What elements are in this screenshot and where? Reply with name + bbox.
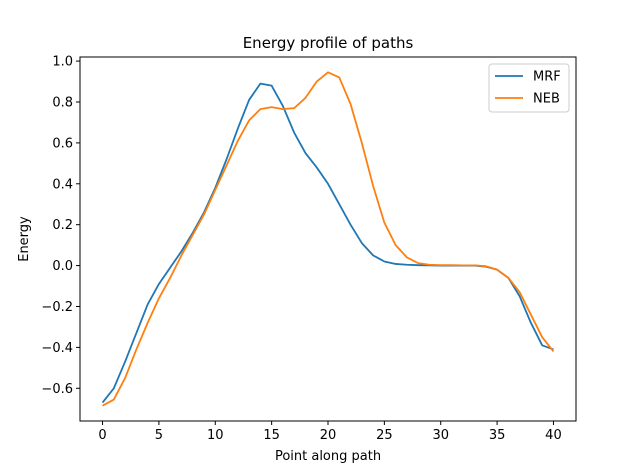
x-tick-label: 30 bbox=[432, 428, 449, 443]
y-tick-label: −0.4 bbox=[41, 341, 73, 356]
chart-title: Energy profile of paths bbox=[243, 34, 414, 52]
y-tick-label: 0.6 bbox=[52, 136, 73, 151]
x-tick-label: 20 bbox=[320, 428, 337, 443]
x-axis-label: Point along path bbox=[275, 449, 381, 464]
y-axis: −0.6 −0.4 −0.2 0.0 0.2 0.4 0.6 0.8 1.0 bbox=[41, 55, 80, 397]
legend: MRF NEB bbox=[488, 63, 570, 113]
x-tick-label: 35 bbox=[489, 428, 506, 443]
mrf-series-line bbox=[101, 82, 554, 404]
y-tick-label: 0.4 bbox=[52, 177, 73, 192]
x-tick-label: 40 bbox=[545, 428, 562, 443]
y-tick-label: 1.0 bbox=[52, 55, 73, 70]
y-tick-label: 0.2 bbox=[52, 218, 73, 233]
x-tick-label: 0 bbox=[98, 428, 106, 443]
y-tick-label: −0.6 bbox=[41, 382, 73, 397]
y-tick-label: 0.8 bbox=[52, 95, 73, 110]
x-tick-label: 25 bbox=[376, 428, 393, 443]
legend-label-mrf: MRF bbox=[533, 70, 561, 85]
neb-series-line bbox=[102, 71, 555, 407]
x-axis: 0 5 10 15 20 25 30 35 40 bbox=[98, 421, 562, 443]
plot-area bbox=[101, 71, 555, 407]
x-tick-label: 5 bbox=[155, 428, 163, 443]
x-tick-label: 10 bbox=[207, 428, 224, 443]
y-axis-label: Energy bbox=[17, 216, 32, 262]
legend-label-neb: NEB bbox=[533, 92, 560, 107]
y-tick-label: 0.0 bbox=[52, 259, 73, 274]
y-tick-label: −0.2 bbox=[41, 300, 73, 315]
x-tick-label: 15 bbox=[263, 428, 280, 443]
